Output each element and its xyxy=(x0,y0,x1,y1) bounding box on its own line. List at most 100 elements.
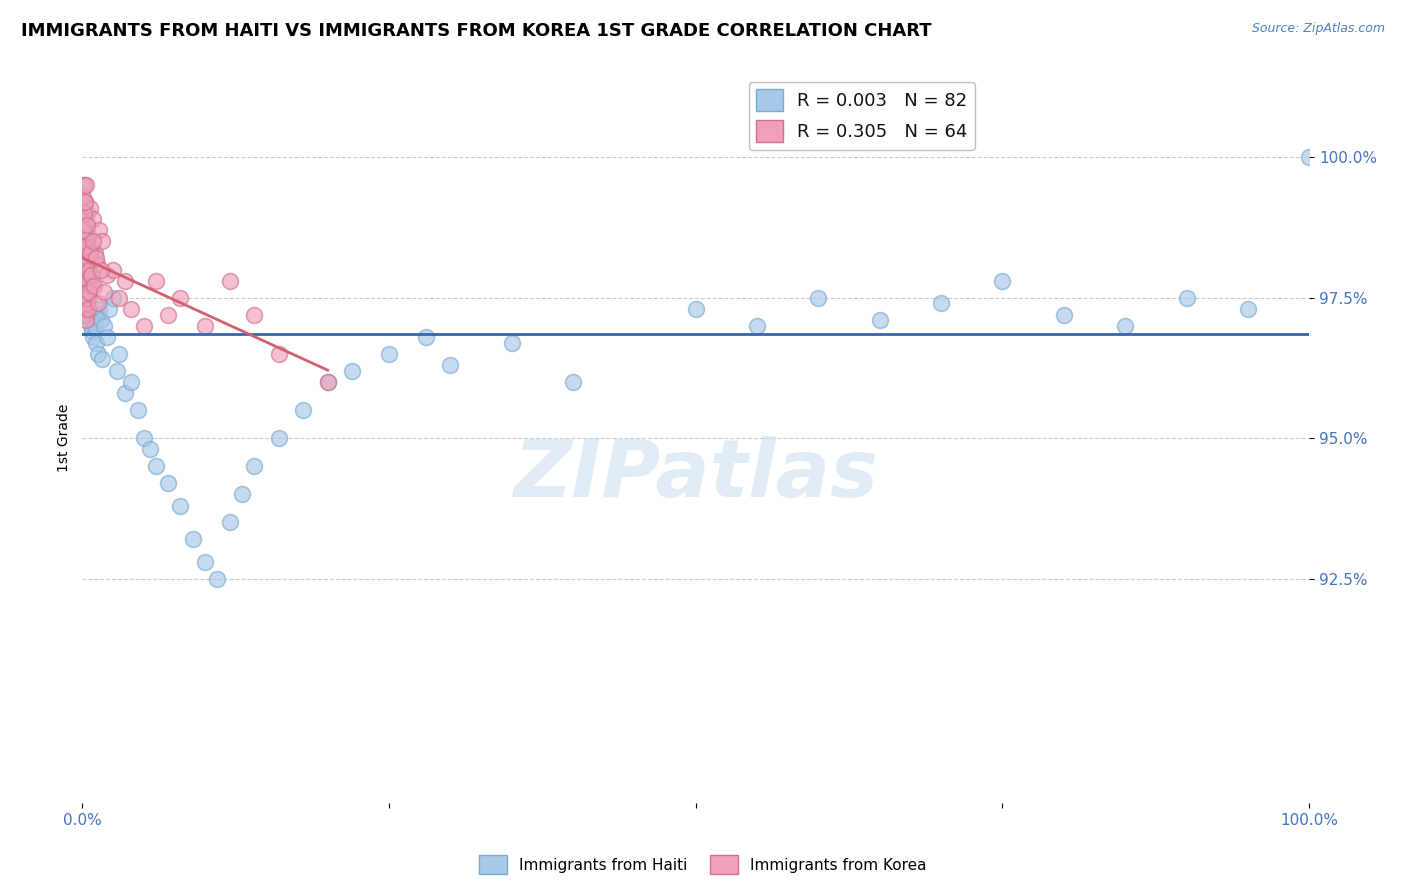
Point xyxy=(75,296,97,310)
Point xyxy=(685,301,707,316)
Text: ZIPatlas: ZIPatlas xyxy=(513,435,879,514)
Point xyxy=(76,279,98,293)
Point xyxy=(82,279,104,293)
Point xyxy=(127,403,149,417)
Point xyxy=(132,318,155,333)
Legend: R = 0.003   N = 82, R = 0.305   N = 64: R = 0.003 N = 82, R = 0.305 N = 64 xyxy=(749,82,974,150)
Point xyxy=(76,274,98,288)
Legend: Immigrants from Haiti, Immigrants from Korea: Immigrants from Haiti, Immigrants from K… xyxy=(474,849,932,880)
Point xyxy=(1175,291,1198,305)
Point xyxy=(76,285,98,299)
Point xyxy=(869,313,891,327)
Point xyxy=(73,279,96,293)
Point xyxy=(76,291,98,305)
Point xyxy=(76,252,98,266)
Point xyxy=(72,291,94,305)
Point xyxy=(501,335,523,350)
Point xyxy=(98,301,121,316)
Point xyxy=(83,245,105,260)
Text: Source: ZipAtlas.com: Source: ZipAtlas.com xyxy=(1251,22,1385,36)
Point xyxy=(75,313,97,327)
Point xyxy=(73,206,96,220)
Point xyxy=(218,516,240,530)
Point xyxy=(745,318,768,333)
Point xyxy=(316,375,339,389)
Point xyxy=(90,262,112,277)
Point xyxy=(75,291,97,305)
Point xyxy=(267,347,290,361)
Point xyxy=(73,268,96,283)
Point xyxy=(90,235,112,249)
Point xyxy=(90,352,112,367)
Point xyxy=(108,291,131,305)
Point xyxy=(207,572,229,586)
Point xyxy=(267,431,290,445)
Point xyxy=(72,308,94,322)
Point xyxy=(72,291,94,305)
Point xyxy=(108,347,131,361)
Point xyxy=(87,347,110,361)
Point xyxy=(75,274,97,288)
Point xyxy=(84,335,107,350)
Point xyxy=(101,291,124,305)
Point xyxy=(83,279,105,293)
Point xyxy=(73,285,96,299)
Point xyxy=(114,274,136,288)
Point xyxy=(79,245,101,260)
Point xyxy=(77,274,100,288)
Point xyxy=(243,308,266,322)
Point xyxy=(562,375,585,389)
Point xyxy=(132,431,155,445)
Point xyxy=(181,532,204,546)
Point xyxy=(80,240,103,254)
Point xyxy=(75,235,97,249)
Point xyxy=(73,301,96,316)
Point xyxy=(75,308,97,322)
Point xyxy=(76,218,98,232)
Point xyxy=(93,318,115,333)
Point xyxy=(120,301,142,316)
Point xyxy=(76,301,98,316)
Point xyxy=(82,330,104,344)
Point xyxy=(1114,318,1136,333)
Point xyxy=(75,195,97,210)
Point xyxy=(77,301,100,316)
Point xyxy=(80,268,103,283)
Point xyxy=(73,285,96,299)
Point xyxy=(243,459,266,474)
Point xyxy=(75,268,97,283)
Point xyxy=(991,274,1014,288)
Point xyxy=(194,555,217,569)
Point xyxy=(77,301,100,316)
Point xyxy=(114,386,136,401)
Point xyxy=(378,347,401,361)
Point xyxy=(86,308,108,322)
Point xyxy=(77,228,100,243)
Point xyxy=(157,476,180,491)
Point xyxy=(87,296,110,310)
Point xyxy=(72,223,94,237)
Point xyxy=(194,318,217,333)
Point xyxy=(1298,150,1320,164)
Point xyxy=(96,330,118,344)
Point xyxy=(83,318,105,333)
Point xyxy=(76,206,98,220)
Point xyxy=(218,274,240,288)
Point xyxy=(75,178,97,193)
Point xyxy=(75,195,97,210)
Point xyxy=(120,375,142,389)
Point xyxy=(72,274,94,288)
Point xyxy=(439,358,461,372)
Point xyxy=(73,178,96,193)
Point xyxy=(169,291,191,305)
Point xyxy=(72,252,94,266)
Point xyxy=(77,262,100,277)
Point xyxy=(807,291,830,305)
Point xyxy=(157,308,180,322)
Point xyxy=(76,291,98,305)
Point xyxy=(79,285,101,299)
Point xyxy=(1053,308,1076,322)
Y-axis label: 1st Grade: 1st Grade xyxy=(58,404,72,472)
Point xyxy=(75,245,97,260)
Point xyxy=(145,459,167,474)
